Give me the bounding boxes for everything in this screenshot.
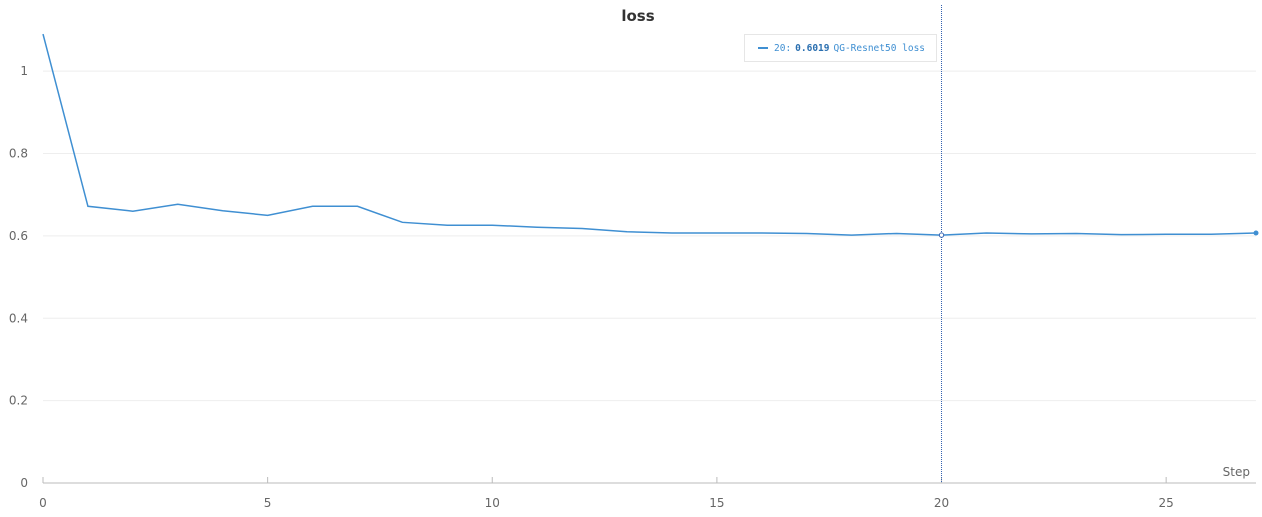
y-tick-label: 0.6 [9, 229, 28, 243]
axis-layer: 00.20.40.60.810 5 10 15 20 25 [9, 64, 1256, 510]
series-line-qg-resnet50-loss[interactable] [42, 33, 1257, 236]
series-end-point [1253, 230, 1259, 236]
y-tick-label: 0.4 [9, 311, 28, 325]
x-tick-label: 0 [39, 496, 47, 510]
y-tick-label: 1 [20, 64, 28, 78]
grid-layer [43, 70, 1256, 402]
chart-title: loss [621, 7, 654, 25]
tooltip-series-name: QG-Resnet50 loss [833, 42, 926, 54]
x-tick-label: 15 [709, 496, 724, 510]
hover-layer [938, 5, 945, 483]
y-tick-label: 0 [20, 476, 28, 490]
series-layer[interactable] [42, 33, 1259, 236]
tooltip-step: 20: [774, 42, 792, 54]
tooltip-series-swatch [758, 47, 768, 49]
x-tick-label: 5 [264, 496, 272, 510]
x-tick-label: 10 [485, 496, 500, 510]
hover-tooltip: 20: 0.6019 QG-Resnet50 loss [744, 34, 937, 62]
y-tick-label: 0.8 [9, 147, 28, 161]
x-tick-label: 20 [934, 496, 949, 510]
tooltip-value: 0.6019 [795, 42, 830, 54]
x-tick-label: 25 [1159, 496, 1174, 510]
y-tick-label: 0.2 [9, 394, 28, 408]
x-axis-label: Step [1223, 465, 1250, 479]
hover-point-marker [938, 232, 945, 238]
